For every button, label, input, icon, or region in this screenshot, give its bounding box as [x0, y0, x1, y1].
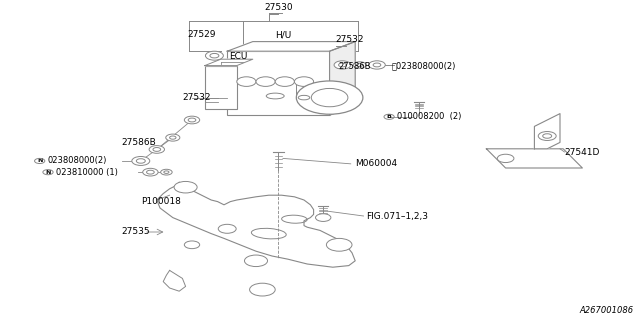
Text: 27541D: 27541D — [564, 148, 600, 157]
Circle shape — [296, 81, 363, 114]
Text: 27586B: 27586B — [338, 62, 371, 71]
Text: N: N — [45, 170, 51, 175]
Polygon shape — [534, 114, 560, 149]
Text: N: N — [37, 158, 42, 164]
Circle shape — [184, 116, 200, 124]
Circle shape — [497, 154, 514, 163]
Text: 023810000 (1): 023810000 (1) — [56, 168, 118, 177]
Circle shape — [369, 61, 385, 69]
Circle shape — [339, 63, 346, 67]
Text: 010008200  (2): 010008200 (2) — [397, 112, 461, 121]
Circle shape — [543, 134, 552, 138]
Circle shape — [538, 132, 556, 140]
Circle shape — [326, 238, 352, 251]
Circle shape — [334, 61, 351, 69]
Text: 27535: 27535 — [122, 228, 150, 236]
Circle shape — [294, 77, 314, 86]
Text: 27529: 27529 — [188, 30, 216, 39]
Circle shape — [184, 241, 200, 249]
Text: FIG.071–1,2,3: FIG.071–1,2,3 — [366, 212, 428, 220]
Circle shape — [166, 134, 180, 141]
Circle shape — [136, 159, 145, 163]
Circle shape — [256, 77, 275, 86]
Circle shape — [153, 148, 161, 151]
Text: 023808000(2): 023808000(2) — [48, 156, 108, 165]
Circle shape — [244, 255, 268, 267]
Polygon shape — [157, 182, 355, 267]
Text: P100018: P100018 — [141, 197, 180, 206]
Polygon shape — [330, 42, 355, 115]
Circle shape — [170, 136, 176, 139]
Polygon shape — [486, 149, 582, 168]
Circle shape — [132, 156, 150, 165]
Circle shape — [164, 171, 169, 173]
Circle shape — [316, 214, 331, 221]
Bar — [227, 51, 330, 115]
Text: ECU: ECU — [229, 52, 248, 61]
Polygon shape — [205, 59, 253, 66]
Circle shape — [250, 283, 275, 296]
Text: 27532: 27532 — [335, 35, 364, 44]
Polygon shape — [163, 270, 186, 291]
Text: 27530: 27530 — [264, 3, 292, 12]
Text: B: B — [387, 114, 392, 119]
Text: 27586B: 27586B — [122, 138, 156, 147]
Text: A267001086: A267001086 — [579, 306, 634, 315]
Circle shape — [205, 51, 223, 60]
Circle shape — [143, 168, 158, 176]
Circle shape — [188, 118, 196, 122]
Text: Ⓝ023808000(2): Ⓝ023808000(2) — [392, 62, 456, 71]
Circle shape — [353, 62, 366, 68]
Circle shape — [149, 146, 164, 153]
Circle shape — [210, 53, 219, 58]
Text: H/U: H/U — [275, 30, 292, 39]
Circle shape — [237, 77, 256, 86]
Polygon shape — [227, 42, 355, 51]
Circle shape — [174, 181, 197, 193]
Circle shape — [373, 63, 381, 67]
Text: M060004: M060004 — [355, 159, 397, 168]
Text: 27532: 27532 — [182, 93, 211, 102]
Circle shape — [275, 77, 294, 86]
Circle shape — [161, 169, 172, 175]
Circle shape — [147, 170, 154, 174]
Circle shape — [218, 224, 236, 233]
Bar — [205, 66, 237, 109]
Circle shape — [356, 63, 363, 67]
